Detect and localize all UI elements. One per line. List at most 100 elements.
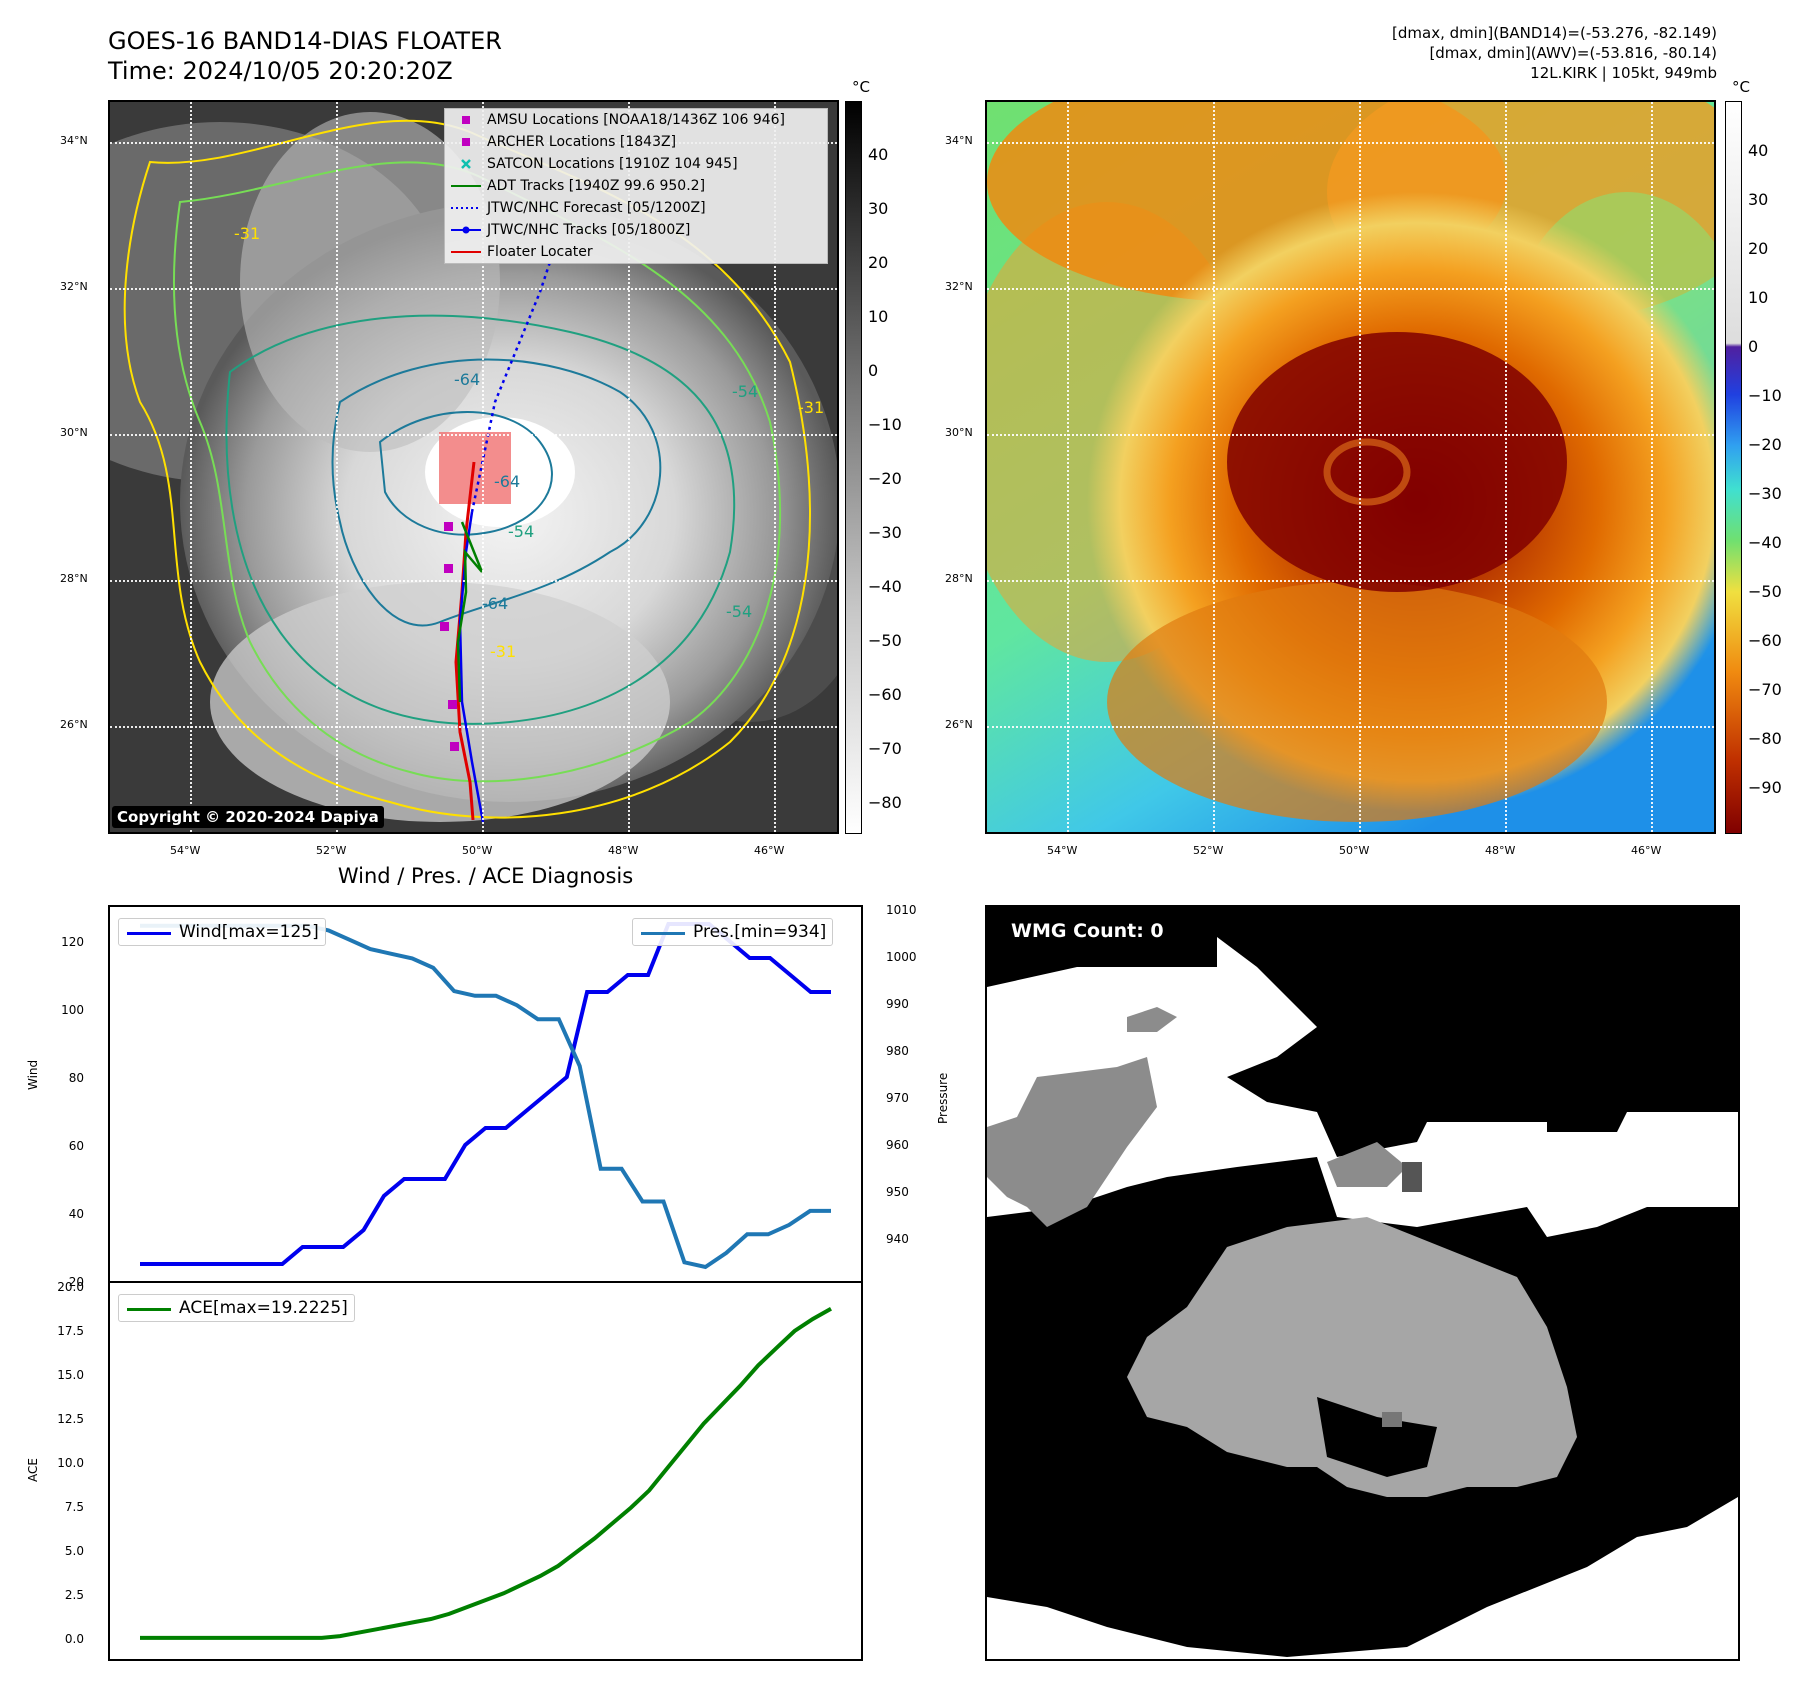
ace-series-line [140, 1306, 832, 1640]
legend-item-tracks: JTWC/NHC Tracks [05/1800Z] [445, 219, 827, 241]
blue-line-dot-icon [451, 226, 481, 234]
lat-label: 28°N [60, 572, 88, 585]
ace-ytick: 0.0 [64, 1632, 84, 1646]
awv-colorbar-tick: 40 [1748, 141, 1769, 160]
wmg-panel: WMG Count: 0 [985, 905, 1740, 1661]
lat-label: 30°N [945, 426, 973, 439]
ace-legend: ACE[max=19.2225] [118, 1294, 355, 1322]
contour-label: -54 [726, 602, 753, 621]
magenta-square-icon [462, 116, 470, 124]
wind-axis-label: Wind [26, 1059, 40, 1090]
ace-ytick: 12.5 [57, 1412, 84, 1426]
awv-colorbar-tick: −60 [1748, 631, 1782, 650]
wmg-count-badge: WMG Count: 0 [1003, 917, 1172, 945]
lon-label: 52°W [316, 844, 347, 857]
ir-colorbar-tick: −40 [868, 577, 902, 596]
contour-label: -31 [490, 642, 517, 661]
pressure-legend: Pres.[min=934] [632, 918, 834, 946]
ace-chart [140, 1306, 832, 1640]
awv-colorbar-tick: −30 [1748, 484, 1782, 503]
legend-item-satcon: SATCON Locations [1910Z 104 945] [445, 153, 827, 175]
legend-item-floater: Floater Locater [445, 241, 827, 263]
ir-colorbar-tick: 20 [868, 253, 889, 272]
wmg-image [987, 907, 1738, 1659]
lon-label: 46°W [754, 844, 785, 857]
info-line1: [dmax, dmin](BAND14)=(-53.276, -82.149) [1392, 24, 1717, 42]
wind-ytick: 60 [68, 1139, 84, 1153]
ace-chart-frame [108, 1281, 863, 1661]
contour-label: -31 [798, 398, 825, 417]
awv-colorbar-tick: 10 [1748, 288, 1769, 307]
green-line-icon [451, 185, 481, 187]
lat-label: 30°N [60, 426, 88, 439]
pressure-axis-label: Pressure [936, 1072, 950, 1124]
wind-ytick: 80 [68, 1071, 84, 1085]
awv-colorbar-tick: −80 [1748, 729, 1782, 748]
ir-colorbar-tick: −70 [868, 739, 902, 758]
ir-colorbar [845, 101, 862, 834]
ace-ytick: 7.5 [64, 1500, 84, 1514]
diagnosis-title: Wind / Pres. / ACE Diagnosis [337, 864, 634, 888]
awv-colorbar-tick: 30 [1748, 190, 1769, 209]
wind-ytick: 100 [61, 1003, 84, 1017]
wind-series-line [140, 922, 831, 1266]
pressure-ytick: 940 [886, 1232, 909, 1246]
ace-legend-line-icon [127, 1308, 171, 1311]
pressure-ytick: 970 [886, 1091, 909, 1105]
lon-label: 52°W [1193, 844, 1224, 857]
pressure-ytick: 990 [886, 997, 909, 1011]
wind-pressure-chart-frame [108, 905, 863, 1281]
contour-label: -64 [454, 370, 481, 389]
awv-colorbar-tick: 20 [1748, 239, 1769, 258]
lon-label: 50°W [462, 844, 493, 857]
lon-label: 48°W [1485, 844, 1516, 857]
awv-colorbar-tick: −70 [1748, 680, 1782, 699]
figure-title-line1: GOES-16 BAND14-DIAS FLOATER [108, 27, 502, 55]
awv-colorbar-unit: °C [1732, 78, 1750, 96]
pressure-series-line [140, 923, 831, 1270]
ir-colorbar-tick: −50 [868, 631, 902, 650]
blue-dotted-line-icon [451, 207, 481, 209]
wind-pressure-chart [140, 922, 831, 1270]
copyright-badge: Copyright © 2020-2024 Dapiya [112, 806, 384, 828]
pressure-ytick: 1000 [886, 950, 917, 964]
ir-colorbar-tick: 40 [868, 145, 889, 164]
legend-item-archer: ARCHER Locations [1843Z] [445, 131, 827, 153]
ir-colorbar-unit: °C [852, 78, 870, 96]
lon-label: 50°W [1339, 844, 1370, 857]
ir-colorbar-tick: 30 [868, 199, 889, 218]
ace-axis-label: ACE [26, 1458, 40, 1482]
info-line2: [dmax, dmin](AWV)=(-53.816, -80.14) [1429, 44, 1717, 62]
pressure-ytick: 980 [886, 1044, 909, 1058]
ir-legend: AMSU Locations [NOAA18/1436Z 106 946] AR… [444, 108, 828, 264]
wind-ytick: 20 [68, 1275, 84, 1289]
legend-item-amsu: AMSU Locations [NOAA18/1436Z 106 946] [445, 109, 827, 131]
awv-colorbar-tick: −50 [1748, 582, 1782, 601]
lat-label: 32°N [60, 280, 88, 293]
awv-imagery [987, 102, 1714, 832]
lat-label: 28°N [945, 572, 973, 585]
lat-label: 32°N [945, 280, 973, 293]
ir-colorbar-tick: −60 [868, 685, 902, 704]
awv-colorbar [1725, 101, 1742, 834]
figure-title-line2: Time: 2024/10/05 20:20:20Z [108, 57, 453, 85]
ace-ytick: 10.0 [57, 1456, 84, 1470]
magenta-square-icon [462, 138, 470, 146]
awv-imagery-panel [985, 100, 1716, 834]
ir-colorbar-tick: −10 [868, 415, 902, 434]
wind-ytick: 40 [68, 1207, 84, 1221]
info-line3: 12L.KIRK | 105kt, 949mb [1530, 64, 1717, 82]
red-line-icon [451, 251, 481, 253]
pressure-ytick: 1010 [886, 903, 917, 917]
pressure-ytick: 960 [886, 1138, 909, 1152]
awv-colorbar-tick: −20 [1748, 435, 1782, 454]
ir-colorbar-tick: 10 [868, 307, 889, 326]
lon-label: 48°W [608, 844, 639, 857]
ace-ytick: 20.0 [57, 1280, 84, 1294]
lon-label: 54°W [1047, 844, 1078, 857]
wind-legend-line-icon [127, 932, 171, 935]
lon-label: 54°W [170, 844, 201, 857]
ir-colorbar-tick: −80 [868, 793, 902, 812]
ir-colorbar-tick: −20 [868, 469, 902, 488]
lat-label: 34°N [60, 134, 88, 147]
